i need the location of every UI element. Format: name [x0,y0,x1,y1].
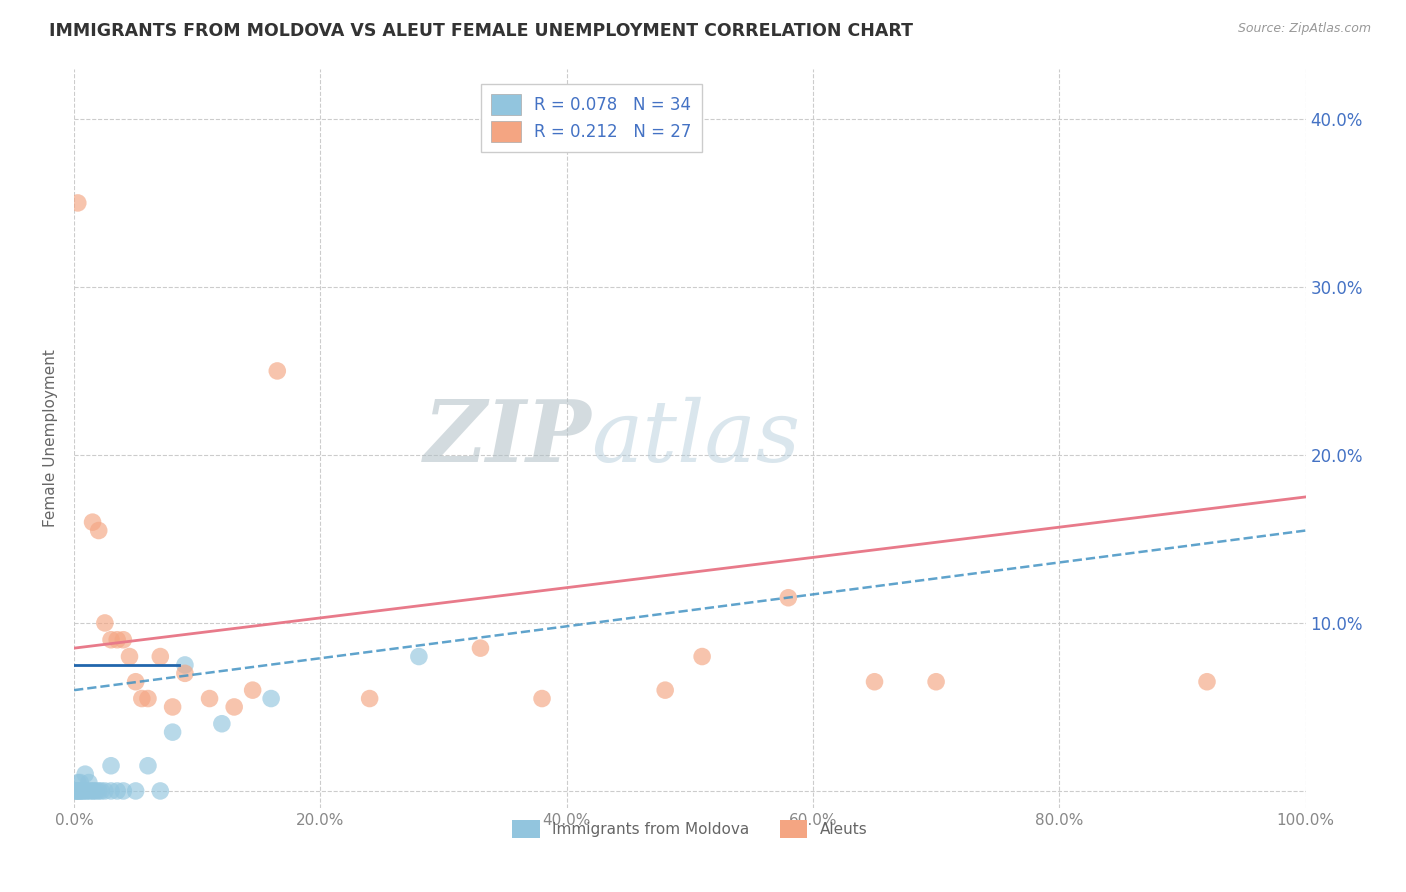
Point [90,784,112,798]
Legend: Immigrants from Moldova, Aleuts: Immigrants from Moldova, Aleuts [506,814,873,845]
Point [654,683,676,698]
Point [67,784,90,798]
Point [100,784,122,798]
Point [224,700,246,714]
Point [531,691,554,706]
Point [87,784,110,798]
Point [174,666,197,681]
Point [863,674,886,689]
Point [359,691,381,706]
Point [82,515,104,529]
Text: Source: ZipAtlas.com: Source: ZipAtlas.com [1237,22,1371,36]
Point [149,784,172,798]
Point [72,784,94,798]
Point [162,725,184,739]
Point [65,784,87,798]
Point [778,591,800,605]
Point [79,784,101,798]
Point [75,784,97,798]
Point [69,784,91,798]
Point [136,758,159,772]
Point [70,784,93,798]
Point [84,784,107,798]
Text: atlas: atlas [592,397,800,480]
Point [105,632,128,647]
Point [266,364,288,378]
Point [162,700,184,714]
Point [198,691,221,706]
Point [149,649,172,664]
Point [105,784,128,798]
Point [73,784,96,798]
Point [174,657,197,672]
Point [112,784,135,798]
Point [69,775,91,789]
Point [211,716,233,731]
Point [82,784,104,798]
Point [65,784,87,798]
Point [925,674,948,689]
Point [470,641,492,656]
Point [131,691,153,706]
Point [260,691,283,706]
Point [136,691,159,706]
Point [77,775,100,789]
Point [66,775,89,789]
Point [76,784,98,798]
Point [242,683,264,698]
Y-axis label: Female Unemployment: Female Unemployment [44,349,58,527]
Point [1195,674,1218,689]
Point [94,784,117,798]
Point [112,632,135,647]
Point [65,784,87,798]
Point [100,758,122,772]
Point [690,649,713,664]
Point [83,784,105,798]
Point [100,632,122,647]
Point [94,615,117,630]
Point [124,674,146,689]
Point [87,524,110,538]
Text: ZIP: ZIP [423,396,592,480]
Point [408,649,430,664]
Point [66,784,89,798]
Text: IMMIGRANTS FROM MOLDOVA VS ALEUT FEMALE UNEMPLOYMENT CORRELATION CHART: IMMIGRANTS FROM MOLDOVA VS ALEUT FEMALE … [49,22,914,40]
Point [66,195,89,210]
Point [118,649,141,664]
Point [75,767,97,781]
Point [124,784,146,798]
